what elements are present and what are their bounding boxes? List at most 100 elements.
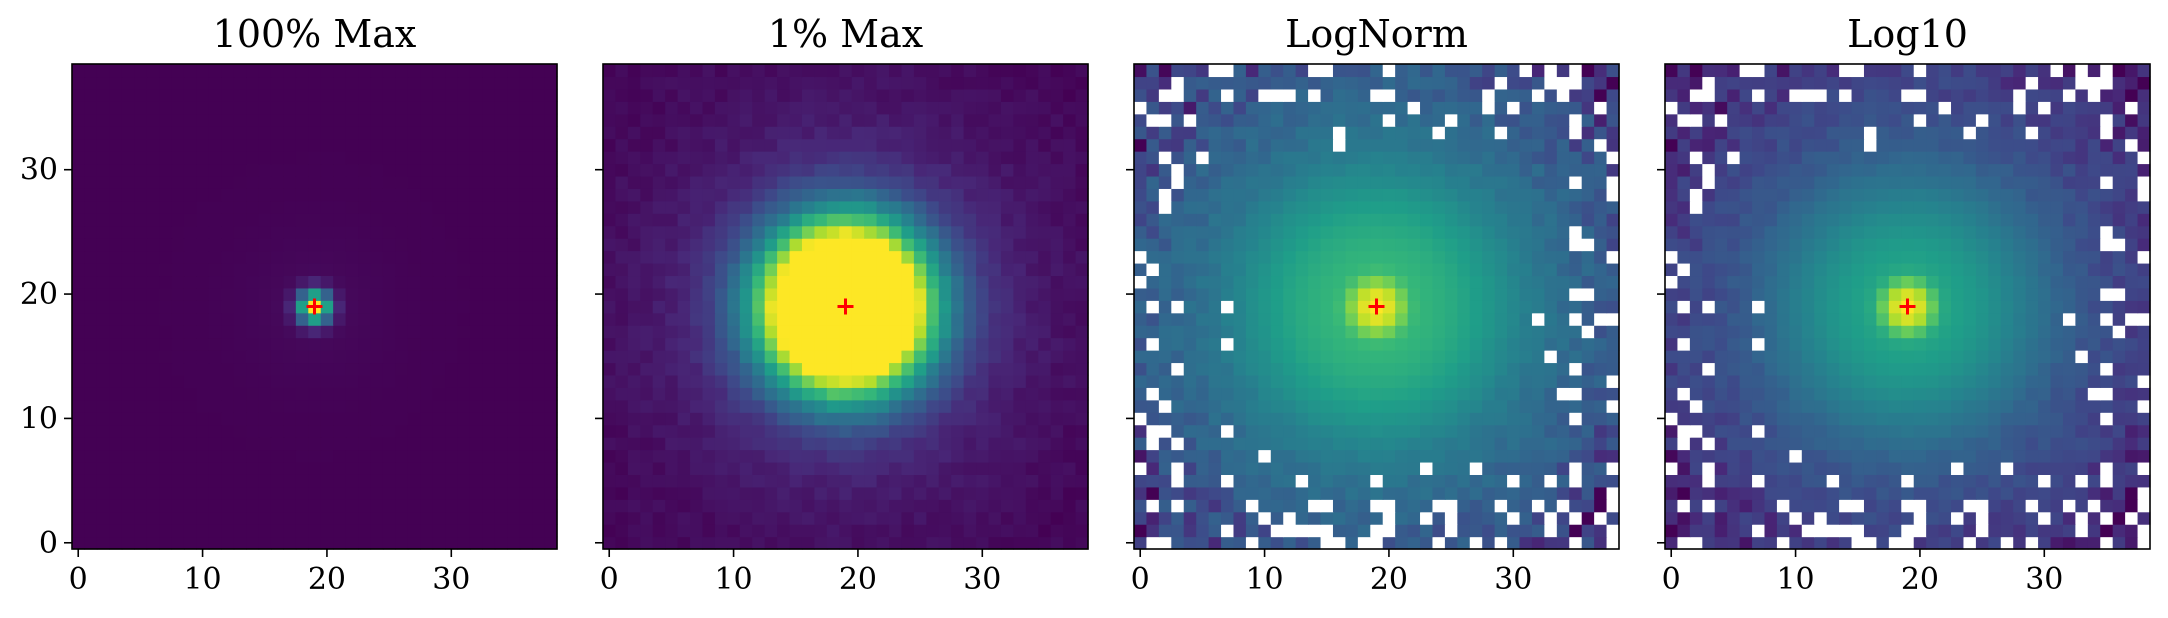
heatmap-cell bbox=[1494, 300, 1508, 314]
heatmap-cell bbox=[1013, 213, 1027, 227]
heatmap-cell bbox=[1063, 275, 1077, 289]
heatmap-cell bbox=[1444, 524, 1458, 538]
heatmap-cell bbox=[196, 262, 210, 277]
heatmap-cell bbox=[901, 350, 915, 364]
heatmap-cell bbox=[1581, 151, 1595, 165]
heatmap-cell bbox=[1482, 461, 1496, 475]
heatmap-cell bbox=[2062, 449, 2076, 463]
heatmap-cell bbox=[1258, 213, 1272, 227]
heatmap-cell bbox=[1851, 486, 1865, 500]
heatmap-cell bbox=[826, 76, 840, 90]
heatmap-cell bbox=[1270, 262, 1284, 277]
heatmap-cell bbox=[1320, 337, 1334, 351]
heatmap-cell bbox=[1714, 511, 1728, 525]
heatmap-cell bbox=[1063, 325, 1077, 339]
heatmap-cell bbox=[72, 536, 86, 550]
heatmap-cell bbox=[345, 511, 359, 525]
heatmap-cell bbox=[1245, 101, 1259, 115]
heatmap-cell bbox=[1013, 101, 1027, 115]
heatmap-cell bbox=[2075, 536, 2089, 550]
heatmap-cell bbox=[221, 325, 235, 339]
heatmap-cell bbox=[1038, 437, 1052, 451]
heatmap-cell bbox=[976, 350, 990, 364]
heatmap-cell bbox=[370, 499, 384, 513]
heatmap-cell bbox=[938, 387, 952, 401]
heatmap-cell bbox=[889, 486, 903, 500]
heatmap-cell bbox=[395, 486, 409, 500]
heatmap-cell bbox=[1258, 312, 1272, 326]
heatmap-cell bbox=[826, 437, 840, 451]
heatmap-cell bbox=[2062, 499, 2076, 513]
heatmap-cell bbox=[764, 461, 778, 475]
heatmap-cell bbox=[270, 387, 285, 401]
heatmap-cell bbox=[196, 511, 210, 525]
heatmap-cell bbox=[308, 337, 322, 351]
heatmap-cell bbox=[308, 424, 322, 438]
heatmap-cell bbox=[1258, 350, 1272, 364]
heatmap-cell bbox=[333, 113, 347, 127]
heatmap-cell bbox=[627, 287, 641, 301]
heatmap-cell bbox=[96, 461, 110, 475]
heatmap-cell bbox=[665, 76, 679, 90]
heatmap-cell bbox=[308, 325, 322, 339]
heatmap-cell bbox=[764, 151, 778, 165]
heatmap-cell bbox=[1050, 412, 1064, 426]
heatmap-cell bbox=[1134, 437, 1148, 451]
heatmap-cell bbox=[482, 213, 496, 227]
heatmap-cell bbox=[457, 325, 471, 339]
heatmap-cell bbox=[1196, 312, 1210, 326]
heatmap-cell bbox=[851, 76, 865, 90]
heatmap-cell bbox=[1689, 536, 1703, 550]
heatmap-cell bbox=[1233, 262, 1247, 277]
heatmap-cell bbox=[1357, 524, 1371, 538]
heatmap-cell bbox=[96, 250, 110, 264]
heatmap-cell bbox=[2050, 474, 2064, 488]
heatmap-cell bbox=[72, 138, 86, 152]
heatmap-cell bbox=[2112, 474, 2126, 488]
heatmap-cell bbox=[1507, 437, 1521, 451]
heatmap-cell bbox=[839, 461, 853, 475]
heatmap-cell bbox=[1689, 486, 1703, 500]
heatmap-cell bbox=[1876, 524, 1890, 538]
heatmap-cell bbox=[333, 412, 347, 426]
heatmap-cell bbox=[1171, 225, 1185, 239]
heatmap-cell bbox=[208, 88, 222, 102]
heatmap-cell bbox=[1134, 486, 1148, 500]
heatmap-cell bbox=[183, 374, 197, 388]
heatmap-cell bbox=[1075, 287, 1089, 301]
heatmap-cell bbox=[1482, 387, 1496, 401]
heatmap-cell bbox=[407, 225, 421, 239]
heatmap-cell bbox=[134, 275, 148, 289]
heatmap-cell bbox=[1146, 188, 1160, 202]
heatmap-cell bbox=[627, 437, 641, 451]
heatmap-cell bbox=[1196, 374, 1210, 388]
heatmap-cell bbox=[1063, 524, 1077, 538]
heatmap-cell bbox=[690, 449, 704, 463]
heatmap-cell bbox=[1606, 424, 1620, 438]
heatmap-cell bbox=[121, 213, 135, 227]
heatmap-cell bbox=[320, 151, 334, 165]
heatmap-cell bbox=[208, 399, 222, 413]
heatmap-cell bbox=[1556, 113, 1570, 127]
heatmap-cell bbox=[445, 511, 459, 525]
heatmap-cell bbox=[1469, 225, 1483, 239]
heatmap-cell bbox=[1332, 449, 1347, 463]
heatmap-cell bbox=[1581, 238, 1595, 252]
heatmap-cell bbox=[1432, 287, 1446, 301]
heatmap-cell bbox=[233, 64, 247, 78]
heatmap-cell bbox=[1134, 250, 1148, 264]
heatmap-cell bbox=[876, 486, 890, 500]
heatmap-cell bbox=[789, 374, 803, 388]
heatmap-cell bbox=[146, 76, 160, 90]
heatmap-cell bbox=[851, 399, 865, 413]
heatmap-cell bbox=[1357, 88, 1371, 102]
heatmap-cell bbox=[121, 287, 135, 301]
heatmap-cell bbox=[1519, 151, 1533, 165]
heatmap-cell bbox=[345, 312, 359, 326]
heatmap-cell bbox=[690, 76, 704, 90]
heatmap-cell bbox=[851, 511, 865, 525]
heatmap-cell bbox=[603, 449, 617, 463]
heatmap-cell bbox=[469, 262, 483, 277]
heatmap-cell bbox=[1839, 486, 1853, 500]
heatmap-cell bbox=[457, 175, 471, 189]
